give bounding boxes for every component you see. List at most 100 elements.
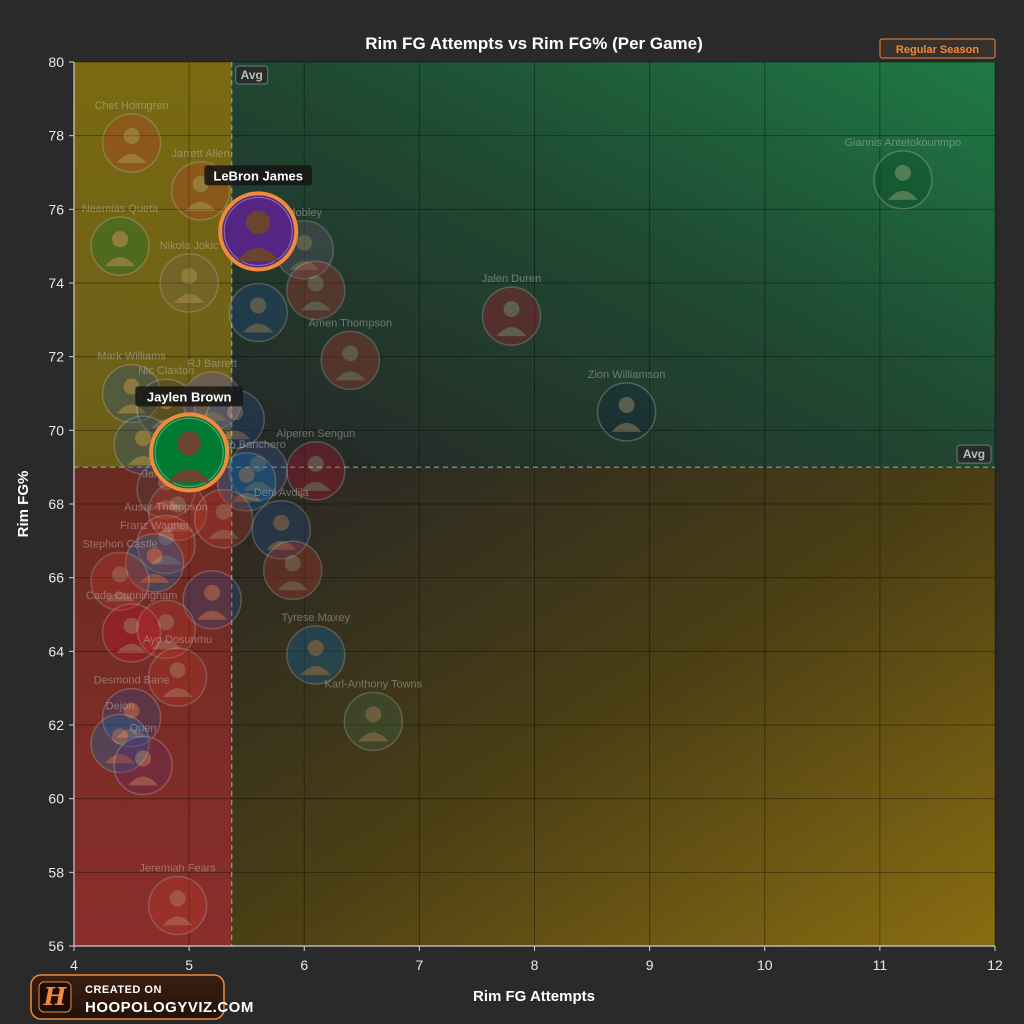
player-shoulders-icon — [116, 728, 147, 738]
point-label: Cade Cunningham — [86, 590, 178, 602]
player-shoulders-icon — [174, 294, 205, 303]
player-head-icon — [135, 430, 152, 447]
point-label: Jeremiah Fears — [139, 862, 216, 874]
player-head-icon — [112, 728, 129, 745]
data-point[interactable] — [90, 713, 150, 774]
data-point[interactable] — [286, 625, 346, 685]
player-avatar — [193, 488, 254, 549]
data-point[interactable] — [101, 113, 162, 173]
data-point[interactable] — [193, 488, 254, 549]
point-label: Stephon Castle — [82, 538, 157, 550]
y-tick-label: 74 — [48, 275, 64, 291]
data-point[interactable] — [286, 441, 346, 501]
data-point[interactable] — [262, 540, 323, 601]
data-point[interactable] — [251, 500, 311, 560]
player-shoulders-icon — [151, 500, 182, 510]
data-point[interactable] — [286, 260, 346, 321]
data-point[interactable] — [873, 150, 933, 210]
player-head-icon — [112, 231, 129, 248]
player-head-icon — [227, 404, 244, 421]
point-label: Quen — [130, 723, 157, 735]
logo-line2: HOOPOLOGYVIZ.COM — [85, 999, 254, 1016]
player-avatar — [262, 540, 323, 601]
data-point[interactable] — [481, 286, 542, 346]
highlighted-point[interactable]: LeBron James — [204, 165, 312, 272]
player-shoulders-icon — [139, 573, 170, 583]
player-avatar — [101, 687, 162, 748]
data-point[interactable] — [182, 570, 242, 630]
point-label: Dejon — [106, 700, 135, 712]
player-shoulders-icon — [116, 643, 147, 653]
player-avatar — [320, 330, 381, 391]
data-point[interactable] — [113, 735, 173, 796]
player-head-icon — [246, 210, 271, 235]
player-shoulders-icon — [887, 190, 918, 200]
y-axis-title: Rim FG% — [15, 471, 32, 538]
avatar-inner-ring — [223, 196, 293, 266]
player-shoulders-icon — [300, 666, 331, 676]
x-tick-label: 4 — [70, 957, 78, 973]
avg-x-label: Avg — [241, 68, 263, 82]
data-point[interactable] — [147, 875, 208, 936]
player-shoulders-icon — [237, 247, 280, 262]
player-avatar — [136, 599, 196, 659]
y-tick-label: 60 — [48, 791, 64, 807]
y-tick-label: 80 — [48, 54, 64, 70]
player-head-icon — [365, 706, 382, 723]
player-shoulders-icon — [358, 732, 389, 742]
player-avatar — [101, 113, 162, 173]
player-shoulders-icon — [231, 492, 262, 502]
player-head-icon — [112, 566, 129, 583]
data-point[interactable] — [274, 220, 334, 280]
point-label: Mark Williams — [97, 351, 166, 363]
chart-title: Rim FG Attempts vs Rim FG% (Per Game) — [365, 34, 703, 53]
data-point[interactable] — [216, 452, 277, 512]
data-point[interactable] — [147, 481, 208, 542]
player-shoulders-icon — [105, 592, 136, 602]
player-avatar — [228, 441, 288, 501]
player-avatar — [147, 647, 208, 707]
player-head-icon — [123, 128, 140, 145]
player-avatar — [216, 452, 277, 512]
x-tick-label: 6 — [300, 957, 308, 973]
player-shoulders-icon — [300, 301, 331, 311]
season-badge[interactable]: Regular Season — [879, 38, 996, 59]
data-point[interactable] — [596, 382, 657, 442]
player-shoulders-icon — [151, 555, 182, 565]
y-tick-label: 62 — [48, 717, 64, 733]
x-tick-label: 12 — [987, 957, 1003, 973]
player-avatar — [343, 691, 404, 752]
player-head-icon — [342, 345, 359, 362]
average-lines: Avg Avg — [74, 62, 995, 946]
data-point[interactable] — [90, 216, 150, 276]
data-point[interactable] — [101, 603, 162, 663]
y-tick-label: 70 — [48, 422, 64, 438]
player-head-icon — [273, 514, 290, 531]
player-avatar — [286, 625, 346, 685]
player-head-icon — [169, 662, 186, 679]
player-head-icon — [181, 268, 198, 284]
player-shoulders-icon — [496, 327, 527, 337]
quadrant-background — [74, 62, 995, 946]
data-point[interactable] — [343, 691, 404, 752]
player-avatar — [136, 514, 196, 575]
data-point[interactable] — [101, 687, 162, 748]
player-shoulders-icon — [105, 257, 136, 267]
data-point[interactable] — [159, 253, 219, 313]
highlighted-point[interactable]: Jaylen Brown — [135, 386, 243, 493]
player-shoulders-icon — [105, 754, 136, 764]
player-head-icon — [618, 396, 635, 413]
data-point[interactable] — [228, 282, 288, 343]
player-shoulders-icon — [289, 260, 320, 270]
highlight-label-bg — [204, 165, 312, 186]
data-point[interactable] — [147, 647, 208, 707]
data-point[interactable] — [124, 533, 185, 593]
data-point[interactable] — [136, 599, 196, 659]
data-point[interactable] — [320, 330, 381, 391]
data-point[interactable] — [136, 514, 196, 575]
data-point[interactable] — [228, 441, 288, 501]
player-shoulders-icon — [243, 481, 274, 491]
player-shoulders-icon — [168, 468, 211, 483]
data-point[interactable] — [90, 551, 150, 612]
